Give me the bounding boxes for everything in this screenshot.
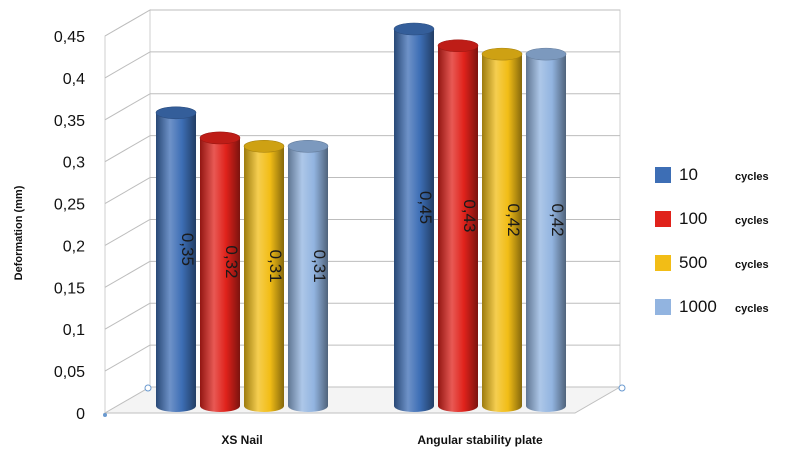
bars: 0,35 0,32 0,31 0,31 0,45 0,43 0,42 0,42 [155,22,567,413]
x-category-label: XS Nail [221,433,262,447]
legend-item-1000-cycles: 1000 cycles [655,292,785,322]
legend-swatch [655,255,671,271]
y-tick-label: 0,25 [54,197,85,214]
bar-top [393,22,435,36]
data-label: 0,42 [548,204,567,237]
data-label: 0,43 [460,199,479,232]
bar-body [288,146,328,412]
corner-marker [618,384,626,392]
bar-1-3: 0,42 [525,47,567,413]
bar-body [394,29,434,412]
bar-1-2: 0,42 [481,47,523,413]
y-tick-label: 0,2 [63,238,85,255]
bar-body [482,54,522,413]
bar-top [437,39,479,53]
legend-value: 500 [679,253,708,272]
bar-body [156,112,196,413]
gridline-side [104,177,151,204]
legend-unit: cycles [735,259,769,271]
data-label: 0,32 [222,245,241,278]
gridline-side [104,135,151,163]
gridline-side [104,260,151,288]
x-category-label: Angular stability plate [417,433,543,447]
legend-item-10-cycles: 10 cycles [655,160,785,190]
bar-top [287,139,329,153]
y-tick-label: 0 [76,406,85,423]
y-tick-label: 0,4 [63,71,85,88]
y-tick-label: 0,35 [54,113,85,130]
bar-body [526,54,566,413]
data-label: 0,31 [310,250,329,283]
legend-item-100-cycles: 100 cycles [655,204,785,234]
bar-top [155,106,197,120]
legend-value: 100 [679,209,708,228]
y-tick-label: 0,3 [63,155,85,172]
bar-1-1: 0,43 [437,39,479,412]
gridline-side [104,9,151,37]
gridline-side [104,93,151,121]
legend-unit: cycles [735,215,769,227]
y-tick-label: 0,45 [54,29,85,46]
corner-marker [103,413,107,417]
bar-body [244,146,284,413]
side-wall [104,9,151,414]
bar-0-3: 0,31 [287,139,329,412]
legend: 10 cycles 100 cycles 500 cycles 1000 cyc… [655,160,785,336]
gridline-side [104,51,151,79]
bar-0-2: 0,31 [243,139,285,413]
gridline-side [104,302,151,330]
legend-unit: cycles [735,303,769,315]
data-label: 0,45 [416,191,435,224]
bar-body [438,45,478,412]
legend-swatch [655,167,671,183]
y-tick-labels: 0 0,05 0,1 0,15 0,2 0,25 0,3 0,35 0,4 0,45 [54,29,85,423]
bar-body [200,137,240,412]
legend-swatch [655,299,671,315]
bar-top [525,47,567,61]
corner-marker [144,384,152,392]
data-label: 0,35 [178,233,197,266]
bar-0-0: 0,35 [155,106,197,413]
gridline-side [104,219,151,246]
bar-top [481,47,523,61]
bar-0-1: 0,32 [199,131,241,412]
legend-swatch [655,211,671,227]
x-category-labels: XS Nail Angular stability plate [221,433,543,447]
legend-value: 10 [679,165,698,184]
data-label: 0,31 [266,250,285,283]
y-axis-label: Deformation (mm) [13,185,25,280]
legend-value: 1000 [679,297,717,316]
y-tick-label: 0,1 [63,322,85,339]
y-tick-label: 0,05 [54,364,85,381]
y-tick-label: 0,15 [54,280,85,297]
legend-item-500-cycles: 500 cycles [655,248,785,278]
gridline-side [104,344,151,372]
bar-1-0: 0,45 [393,22,435,412]
bar-top [243,139,285,153]
bar-top [199,131,241,145]
legend-unit: cycles [735,171,769,183]
data-label: 0,42 [504,204,523,237]
